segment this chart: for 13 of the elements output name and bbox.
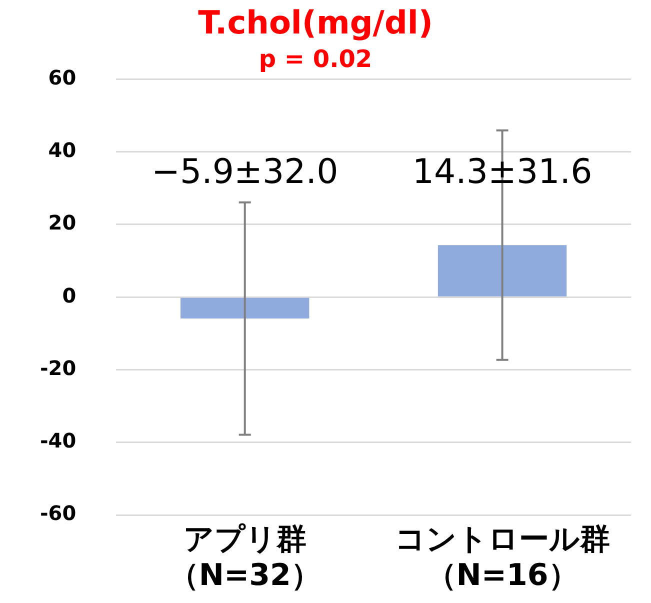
data-label: 14.3±31.6 [412, 152, 592, 192]
data-label: −5.9±32.0 [151, 152, 338, 192]
y-tick-label: -20 [40, 356, 76, 380]
chart-title: T.chol(mg/dl) [198, 4, 433, 42]
y-tick-label: -40 [40, 428, 76, 453]
x-tick-label: アプリ群（N=32） [168, 522, 321, 593]
y-tick-label: 0 [62, 283, 76, 308]
y-tick-label: 40 [48, 138, 76, 162]
y-tick-label: -60 [40, 501, 76, 526]
x-tick-label: コントロール群（N=16） [394, 522, 610, 593]
chart-subtitle: p = 0.02 [258, 45, 372, 74]
y-tick-label: 60 [48, 65, 76, 90]
y-tick-label: 20 [48, 210, 76, 235]
